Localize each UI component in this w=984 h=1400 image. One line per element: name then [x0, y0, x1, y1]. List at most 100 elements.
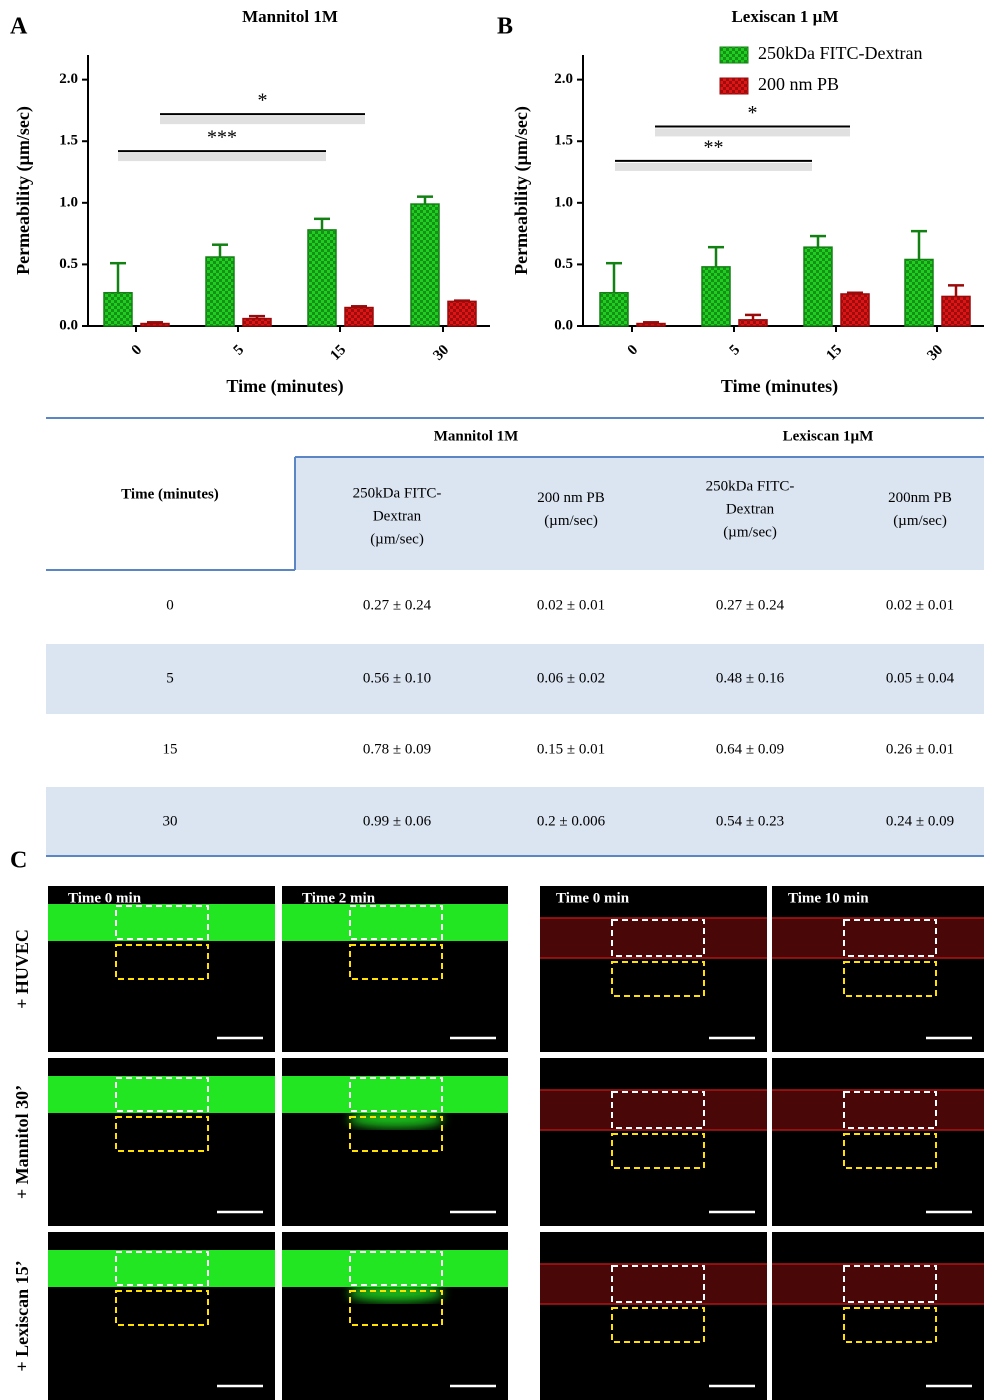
- group-header: Mannitol 1M: [434, 428, 519, 444]
- panel-label: C: [10, 848, 27, 874]
- y-tick-label: 1.5: [554, 133, 573, 149]
- micrograph: [540, 886, 767, 1052]
- channel-fluorescence: [772, 918, 984, 958]
- leak-glow: [348, 1284, 444, 1302]
- channel-fluorescence: [540, 1090, 767, 1130]
- bar: [702, 267, 730, 326]
- table-cell: 5: [166, 670, 174, 686]
- bracket-shadow: [655, 128, 850, 136]
- channel-fluorescence: [540, 1264, 767, 1304]
- bar: [739, 320, 767, 326]
- table-cell: 0.48 ± 0.16: [716, 670, 785, 686]
- figure: A Mannitol 1M Permeability (µm/sec) Time (m…: [0, 0, 984, 1400]
- channel-fluorescence: [282, 1076, 508, 1113]
- bar: [411, 204, 439, 326]
- x-tick-label: 0: [625, 342, 642, 359]
- table-cell: 0.56 ± 0.10: [363, 670, 431, 686]
- bracket-shadow: [160, 116, 365, 124]
- micrograph: [772, 1232, 984, 1400]
- image-label: Time 0 min: [68, 890, 142, 906]
- x-axis-label: Time (minutes): [226, 376, 343, 397]
- y-tick-label: 1.0: [59, 194, 78, 210]
- panel-label: B: [497, 14, 513, 40]
- legend-swatch: [720, 47, 748, 63]
- image-label: Time 0 min: [556, 890, 630, 906]
- table-cell: 0.54 ± 0.23: [716, 813, 784, 829]
- row-label: + Mannitol 30’: [12, 1085, 32, 1199]
- bar: [600, 293, 628, 326]
- row-label: + HUVEC: [12, 929, 32, 1009]
- column-header: Dextran: [726, 501, 775, 517]
- channel-fluorescence: [282, 904, 508, 941]
- bar: [345, 308, 373, 326]
- y-tick-label: 0.5: [59, 256, 78, 272]
- column-header: (µm/sec): [370, 531, 424, 547]
- table-cell: 0: [166, 597, 174, 613]
- channel-fluorescence: [540, 918, 767, 958]
- y-tick-label: 0.5: [554, 256, 573, 272]
- panel-label: A: [10, 14, 28, 40]
- bar: [448, 301, 476, 326]
- bar: [104, 293, 132, 326]
- table-cell: 0.2 ± 0.006: [537, 813, 606, 829]
- bar: [804, 247, 832, 326]
- y-tick-label: 2.0: [554, 71, 573, 87]
- y-axis-label: Permeability (µm/sec): [511, 106, 532, 275]
- significance-label: *: [748, 102, 758, 124]
- channel-fluorescence: [48, 1250, 275, 1287]
- y-axis-label: Permeability (µm/sec): [13, 106, 34, 275]
- column-header: (µm/sec): [723, 524, 777, 540]
- micrograph: [772, 1058, 984, 1226]
- table-cell: 0.02 ± 0.01: [537, 597, 605, 613]
- x-tick-label: 30: [430, 342, 452, 364]
- legend-label: 250kDa FITC-Dextran: [758, 43, 922, 63]
- y-tick-label: 0.0: [554, 317, 573, 333]
- bar: [905, 259, 933, 326]
- image-label: Time 10 min: [788, 890, 869, 906]
- significance-label: *: [258, 90, 268, 112]
- row-shade: [46, 644, 984, 714]
- x-tick-label: 15: [327, 342, 349, 364]
- bar: [141, 324, 169, 326]
- column-header: 200 nm PB: [537, 490, 605, 506]
- table-cell: 0.05 ± 0.04: [886, 670, 955, 686]
- row-header: Time (minutes): [121, 486, 219, 502]
- table-cell: 0.26 ± 0.01: [886, 741, 954, 757]
- column-header: Dextran: [373, 508, 422, 524]
- row-label: + Lexiscan 15’: [12, 1260, 32, 1371]
- channel-fluorescence: [282, 1250, 508, 1287]
- table-cell: 0.78 ± 0.09: [363, 741, 431, 757]
- column-header: (µm/sec): [544, 513, 598, 529]
- x-tick-label: 15: [823, 342, 845, 364]
- channel-fluorescence: [772, 1264, 984, 1304]
- leak-glow: [348, 1110, 444, 1128]
- table-cell: 0.02 ± 0.01: [886, 597, 954, 613]
- micrograph: [772, 886, 984, 1052]
- y-tick-label: 0.0: [59, 317, 78, 333]
- micrograph: [540, 1058, 767, 1226]
- bracket-shadow: [118, 153, 326, 161]
- column-header: (µm/sec): [893, 513, 947, 529]
- page: {"chart_data": [ {"type": "bar", "panel_…: [0, 0, 984, 1400]
- bar: [942, 296, 970, 326]
- bar: [841, 294, 869, 326]
- table-cell: 0.24 ± 0.09: [886, 813, 954, 829]
- bar: [637, 324, 665, 326]
- image-label: Time 2 min: [302, 890, 376, 906]
- table-cell: 0.27 ± 0.24: [363, 597, 432, 613]
- x-tick-label: 30: [924, 342, 946, 364]
- column-header: 200nm PB: [888, 490, 952, 506]
- bar: [206, 257, 234, 326]
- table-cell: 0.64 ± 0.09: [716, 741, 784, 757]
- column-header: 250kDa FITC-: [353, 485, 442, 501]
- channel-fluorescence: [48, 1076, 275, 1113]
- table-cell: 15: [163, 741, 178, 757]
- column-header: 250kDa FITC-: [706, 478, 795, 494]
- channel-fluorescence: [772, 1090, 984, 1130]
- micrograph: [540, 1232, 767, 1400]
- significance-label: ***: [207, 127, 237, 149]
- bar: [308, 230, 336, 326]
- table-cell: 0.15 ± 0.01: [537, 741, 605, 757]
- legend-swatch: [720, 78, 748, 94]
- significance-label: **: [704, 137, 724, 159]
